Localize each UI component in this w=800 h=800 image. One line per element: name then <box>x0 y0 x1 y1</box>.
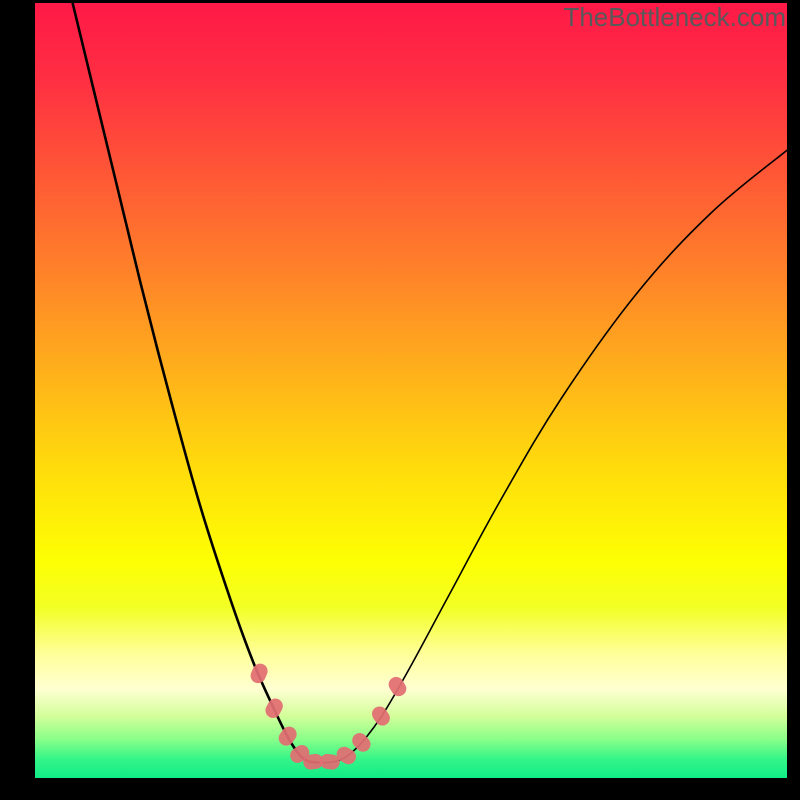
plot-area <box>35 3 787 778</box>
curve-right-branch <box>317 150 787 762</box>
watermark-text: TheBottleneck.com <box>563 2 786 33</box>
curve-marker <box>263 696 286 721</box>
curve-marker <box>276 724 300 749</box>
bottleneck-curve <box>35 3 787 778</box>
curve-marker <box>369 704 393 729</box>
curve-left-branch <box>73 3 317 763</box>
curve-marker <box>386 674 409 699</box>
curve-marker <box>248 661 270 685</box>
